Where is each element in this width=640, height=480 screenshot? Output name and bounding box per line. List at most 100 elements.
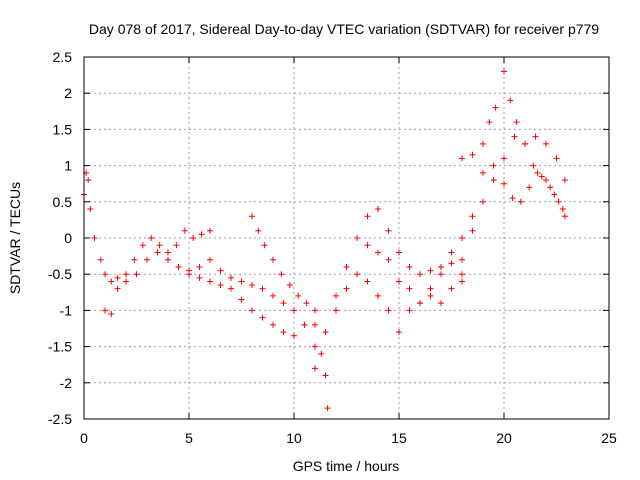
data-point bbox=[543, 140, 549, 147]
series-track-j bbox=[480, 162, 566, 213]
data-point bbox=[507, 97, 514, 104]
data-point bbox=[165, 256, 171, 263]
data-point bbox=[480, 169, 486, 176]
data-point bbox=[228, 285, 234, 292]
data-point bbox=[561, 177, 568, 184]
data-point bbox=[427, 285, 434, 292]
data-point bbox=[312, 321, 318, 328]
series-track-g bbox=[364, 235, 465, 307]
data-point bbox=[207, 278, 213, 285]
data-point bbox=[375, 206, 381, 213]
data-point bbox=[490, 177, 497, 184]
data-point bbox=[322, 372, 329, 379]
data-point bbox=[501, 155, 507, 162]
data-point bbox=[553, 155, 560, 162]
data-point bbox=[333, 307, 339, 314]
data-point bbox=[459, 256, 465, 263]
data-point bbox=[547, 184, 554, 191]
y-tick-label: -0.5 bbox=[48, 266, 72, 282]
data-point bbox=[286, 282, 293, 289]
chart-title: Day 078 of 2017, Sidereal Day-to-day VTE… bbox=[89, 21, 599, 37]
x-tick-label: 15 bbox=[391, 430, 407, 446]
data-point bbox=[270, 321, 276, 328]
data-point bbox=[280, 329, 287, 336]
data-point bbox=[385, 227, 392, 234]
data-point bbox=[91, 235, 98, 241]
data-point bbox=[114, 274, 121, 281]
data-point bbox=[301, 321, 308, 328]
data-point bbox=[280, 300, 287, 307]
data-point bbox=[322, 329, 329, 336]
y-axis-label: SDTVAR / TECUs bbox=[7, 182, 23, 294]
x-tick-label: 10 bbox=[286, 430, 302, 446]
data-point bbox=[186, 271, 192, 278]
data-point bbox=[255, 227, 262, 234]
plot-frame bbox=[83, 56, 610, 420]
series-track-i bbox=[459, 133, 568, 263]
data-point bbox=[492, 104, 499, 111]
data-point bbox=[312, 343, 318, 350]
data-point bbox=[555, 198, 562, 205]
data-point bbox=[312, 307, 318, 314]
data-point bbox=[354, 271, 360, 278]
data-markers bbox=[81, 68, 568, 412]
data-point bbox=[207, 256, 213, 263]
data-point bbox=[196, 274, 203, 281]
data-point bbox=[522, 140, 528, 147]
data-point bbox=[156, 242, 163, 249]
data-point bbox=[278, 271, 285, 278]
data-point bbox=[291, 332, 297, 339]
data-point bbox=[559, 206, 566, 213]
data-point bbox=[165, 249, 171, 256]
data-point bbox=[354, 235, 360, 241]
y-tick-label: -1.5 bbox=[48, 339, 72, 355]
data-point bbox=[312, 365, 318, 372]
data-point bbox=[133, 271, 140, 278]
data-point bbox=[406, 307, 413, 314]
data-point bbox=[190, 235, 197, 241]
data-point bbox=[459, 155, 465, 162]
x-tick-label: 0 bbox=[80, 430, 88, 446]
series-track-h bbox=[459, 68, 568, 220]
series-track-c bbox=[165, 249, 318, 339]
data-point bbox=[102, 307, 108, 314]
data-point bbox=[108, 278, 115, 285]
data-point bbox=[114, 285, 121, 292]
data-point bbox=[238, 296, 245, 303]
data-point bbox=[406, 285, 413, 292]
data-point bbox=[509, 195, 516, 202]
data-point bbox=[459, 271, 465, 278]
data-point bbox=[551, 191, 558, 198]
data-point bbox=[303, 300, 310, 307]
data-point bbox=[532, 133, 539, 140]
data-point bbox=[427, 292, 434, 299]
data-point bbox=[513, 119, 520, 126]
data-point bbox=[85, 177, 92, 184]
y-tick-label: 0.5 bbox=[53, 194, 73, 210]
data-point bbox=[97, 256, 104, 263]
data-point bbox=[108, 311, 115, 318]
data-point bbox=[538, 173, 545, 180]
axis-ticks: 0 5 10 15 20 25 -2.5 -2 -1.5 -1 -0.5 0 0.5 1 1.5 2 2.5 bbox=[48, 49, 617, 446]
data-point bbox=[561, 213, 568, 220]
data-point bbox=[534, 169, 541, 176]
data-point bbox=[139, 242, 146, 249]
data-point bbox=[490, 162, 497, 169]
data-point bbox=[270, 292, 276, 299]
data-point bbox=[291, 307, 297, 314]
data-point bbox=[198, 231, 205, 238]
data-point bbox=[438, 300, 444, 307]
data-point bbox=[469, 151, 476, 158]
data-point bbox=[517, 198, 524, 205]
data-point bbox=[343, 263, 350, 270]
x-tick-label: 25 bbox=[601, 430, 617, 446]
data-point bbox=[295, 292, 302, 299]
data-point bbox=[123, 271, 129, 278]
data-point bbox=[406, 263, 413, 270]
series-track-d bbox=[249, 213, 331, 412]
data-point bbox=[438, 271, 444, 278]
data-point bbox=[217, 282, 224, 289]
y-tick-label: -2 bbox=[60, 375, 73, 391]
data-point bbox=[173, 242, 180, 249]
